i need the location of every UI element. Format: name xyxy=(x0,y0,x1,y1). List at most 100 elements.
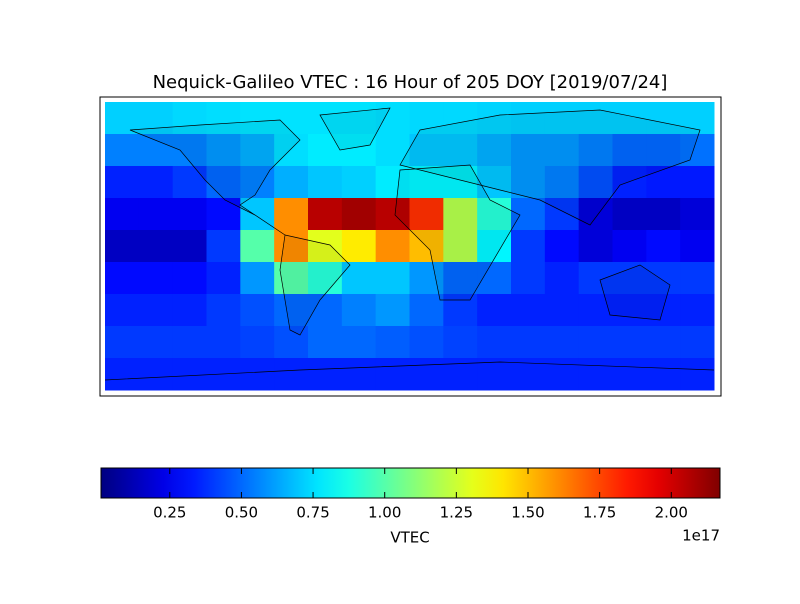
heatmap-cell xyxy=(206,230,241,263)
heatmap-cell xyxy=(375,166,410,199)
heatmap-cell xyxy=(172,358,207,391)
colorbar-offset: 1e17 xyxy=(682,527,720,545)
heatmap-cell xyxy=(105,166,140,199)
heatmap-cell xyxy=(409,326,444,359)
heatmap-cell xyxy=(375,262,410,295)
heatmap-cell xyxy=(206,262,241,295)
heatmap-cell xyxy=(240,198,275,231)
heatmap-cell xyxy=(578,294,613,327)
heatmap-cell xyxy=(105,326,140,359)
heatmap-cell xyxy=(138,294,174,327)
heatmap-cell xyxy=(308,326,343,359)
heatmap-cell xyxy=(206,102,241,135)
africa xyxy=(394,164,521,301)
colorbar-label: VTEC xyxy=(390,529,429,547)
heatmap-cell xyxy=(206,166,241,199)
colorbar-tick-label: 1.25 xyxy=(440,504,473,522)
heatmap-cell xyxy=(409,358,444,391)
heatmap-cell xyxy=(612,326,647,359)
heatmap-cell xyxy=(578,326,613,359)
colorbar-tick-label: 0.50 xyxy=(225,504,258,522)
heatmap-cell xyxy=(646,102,681,135)
heatmap-cell xyxy=(240,262,275,295)
heatmap-cell xyxy=(544,166,580,199)
heatmap-cell xyxy=(138,262,174,295)
heatmap-cell xyxy=(341,198,377,231)
heatmap-cell xyxy=(680,230,715,263)
north-america xyxy=(129,119,301,236)
heatmap-cell xyxy=(206,198,241,231)
colorbar xyxy=(100,467,721,499)
colorbar-tick-label: 1.75 xyxy=(583,504,616,522)
heatmap-cell xyxy=(341,166,377,199)
heatmap-cell xyxy=(138,358,174,391)
heatmap-cell xyxy=(274,102,309,135)
heatmap-cell xyxy=(544,294,580,327)
heatmap-cell xyxy=(646,262,681,295)
heatmap-cell xyxy=(511,198,546,231)
heatmap-cell xyxy=(544,134,580,167)
heatmap-cell xyxy=(172,294,207,327)
heatmap-cell xyxy=(680,326,715,359)
colorbar-axis: 0.25 0.50 0.75 1.00 1.25 1.50 1.75 2.00 xyxy=(153,468,688,522)
heatmap-cell xyxy=(477,198,512,231)
heatmap-cell xyxy=(172,198,207,231)
heatmap-cell xyxy=(612,198,647,231)
heatmap-cell xyxy=(375,198,410,231)
heatmap-cell xyxy=(172,326,207,359)
heatmap-cell xyxy=(274,262,309,295)
heatmap-cell xyxy=(240,102,275,135)
heatmap-cell xyxy=(612,358,647,391)
heatmap-cell xyxy=(308,134,343,167)
heatmap-cell xyxy=(341,134,377,167)
heatmap-cell xyxy=(544,326,580,359)
heatmap-cell xyxy=(172,134,207,167)
heatmap-cell xyxy=(443,262,478,295)
heatmap-cell xyxy=(544,102,580,135)
heatmap-cell xyxy=(341,326,377,359)
heatmap-cell xyxy=(578,198,613,231)
heatmap-cell xyxy=(544,230,580,263)
heatmap-cell xyxy=(206,134,241,167)
heatmap-cell xyxy=(375,358,410,391)
heatmap-cell xyxy=(680,102,715,135)
heatmap-cell xyxy=(443,198,478,231)
heatmap-cell xyxy=(172,166,207,199)
heatmap-cell xyxy=(341,358,377,391)
heatmap-cell xyxy=(274,166,309,199)
heatmap-cell xyxy=(612,166,647,199)
heatmap-cell xyxy=(443,230,478,263)
heatmap-cell xyxy=(240,294,275,327)
heatmap-cell xyxy=(105,102,140,135)
south-america xyxy=(279,234,351,336)
heatmap-cell xyxy=(308,166,343,199)
heatmap-cell xyxy=(646,294,681,327)
heatmap-cell xyxy=(612,134,647,167)
heatmap-cell xyxy=(138,326,174,359)
heatmap-cell xyxy=(341,102,377,135)
eurasia xyxy=(399,109,701,226)
heatmap-cell xyxy=(477,166,512,199)
heatmap-cell xyxy=(375,294,410,327)
colorbar-tick-label: 2.00 xyxy=(655,504,688,522)
heatmap-cell xyxy=(308,294,343,327)
heatmap-cell xyxy=(544,262,580,295)
heatmap-cell xyxy=(138,166,174,199)
heatmap-cell xyxy=(274,294,309,327)
heatmap-cell xyxy=(274,230,309,263)
heatmap-cell xyxy=(105,294,140,327)
heatmap-cell xyxy=(646,358,681,391)
antarctica xyxy=(104,361,715,381)
heatmap-cell xyxy=(477,230,512,263)
heatmap-cell xyxy=(511,294,546,327)
heatmap-cell xyxy=(646,198,681,231)
heatmap-cell xyxy=(680,166,715,199)
heatmap-cell xyxy=(138,134,174,167)
heatmap-cell xyxy=(240,230,275,263)
heatmap-cell xyxy=(138,230,174,263)
heatmap-cell xyxy=(578,230,613,263)
heatmap-cell xyxy=(443,294,478,327)
heatmap-cell xyxy=(612,230,647,263)
heatmap-cell xyxy=(409,294,444,327)
